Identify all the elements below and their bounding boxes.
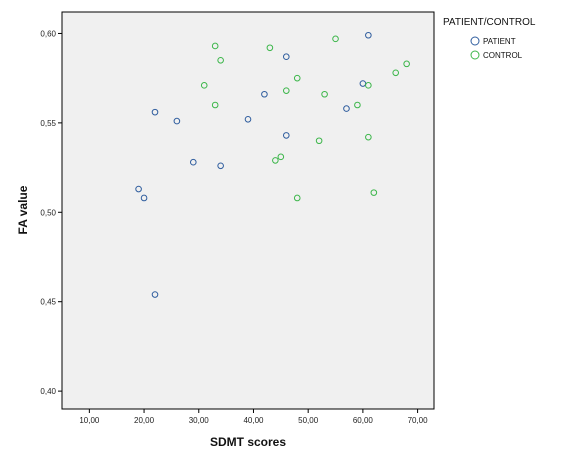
data-point-control	[272, 157, 279, 164]
data-point-control	[321, 90, 328, 98]
y-tick-label: 0,45	[40, 298, 56, 307]
data-point-control	[277, 153, 285, 161]
data-point-patient	[261, 90, 268, 98]
data-point-patient	[151, 291, 159, 298]
x-tick-label: 40,00	[243, 416, 264, 425]
data-point-control	[392, 69, 400, 77]
data-point-patient	[244, 115, 252, 123]
x-tick-label: 60,00	[353, 416, 374, 425]
legend-title: PATIENT/CONTROL	[443, 17, 536, 28]
x-tick-label: 20,00	[134, 416, 155, 425]
data-point-control	[365, 133, 372, 141]
data-point-patient	[189, 158, 197, 166]
data-point-control	[293, 74, 301, 82]
legend-label-patient: PATIENT	[483, 37, 516, 46]
data-point-patient	[343, 105, 350, 112]
legend: PATIENT/CONTROL PATIENT CONTROL	[443, 17, 536, 60]
data-point-control	[403, 60, 410, 68]
y-axis-ticks: 0,40 0,45 0,50 0,55 0,60	[40, 29, 62, 396]
legend-label-control: CONTROL	[483, 51, 523, 60]
data-point-patient	[173, 117, 181, 125]
x-tick-label: 10,00	[79, 416, 100, 425]
data-point-control	[315, 137, 323, 145]
x-tick-label: 50,00	[298, 416, 319, 425]
data-point-patient	[365, 31, 372, 39]
y-tick-label: 0,40	[40, 387, 56, 396]
x-tick-label: 30,00	[189, 416, 210, 425]
y-tick-label: 0,55	[40, 119, 56, 128]
data-point-patient	[282, 53, 290, 61]
x-axis-ticks: 10,00 20,00 30,00 40,00 50,00 60,00 70,00	[79, 409, 428, 425]
y-tick-label: 0,60	[40, 29, 56, 38]
data-point-control	[282, 87, 290, 94]
data-point-control	[266, 44, 274, 52]
data-point-patient	[140, 194, 148, 202]
plot-area	[61, 11, 435, 410]
x-axis-title: SDMT scores	[210, 435, 286, 449]
x-tick-label: 70,00	[408, 416, 429, 425]
data-points	[135, 31, 410, 298]
data-point-control	[211, 42, 219, 50]
data-point-patient	[135, 185, 142, 193]
y-axis-title: FA value	[16, 185, 30, 234]
data-point-control	[332, 35, 339, 43]
data-point-patient	[282, 132, 290, 139]
data-point-control	[217, 56, 224, 64]
data-point-patient	[217, 162, 224, 170]
data-point-control	[211, 101, 219, 109]
data-point-patient	[151, 108, 159, 116]
data-point-control	[293, 194, 301, 202]
legend-marker-patient	[470, 36, 480, 46]
data-point-control	[370, 189, 378, 196]
y-tick-label: 0,50	[40, 208, 56, 217]
data-point-control	[200, 82, 208, 89]
data-point-control	[354, 101, 361, 109]
data-point-control	[365, 82, 372, 89]
legend-marker-control	[470, 50, 480, 60]
